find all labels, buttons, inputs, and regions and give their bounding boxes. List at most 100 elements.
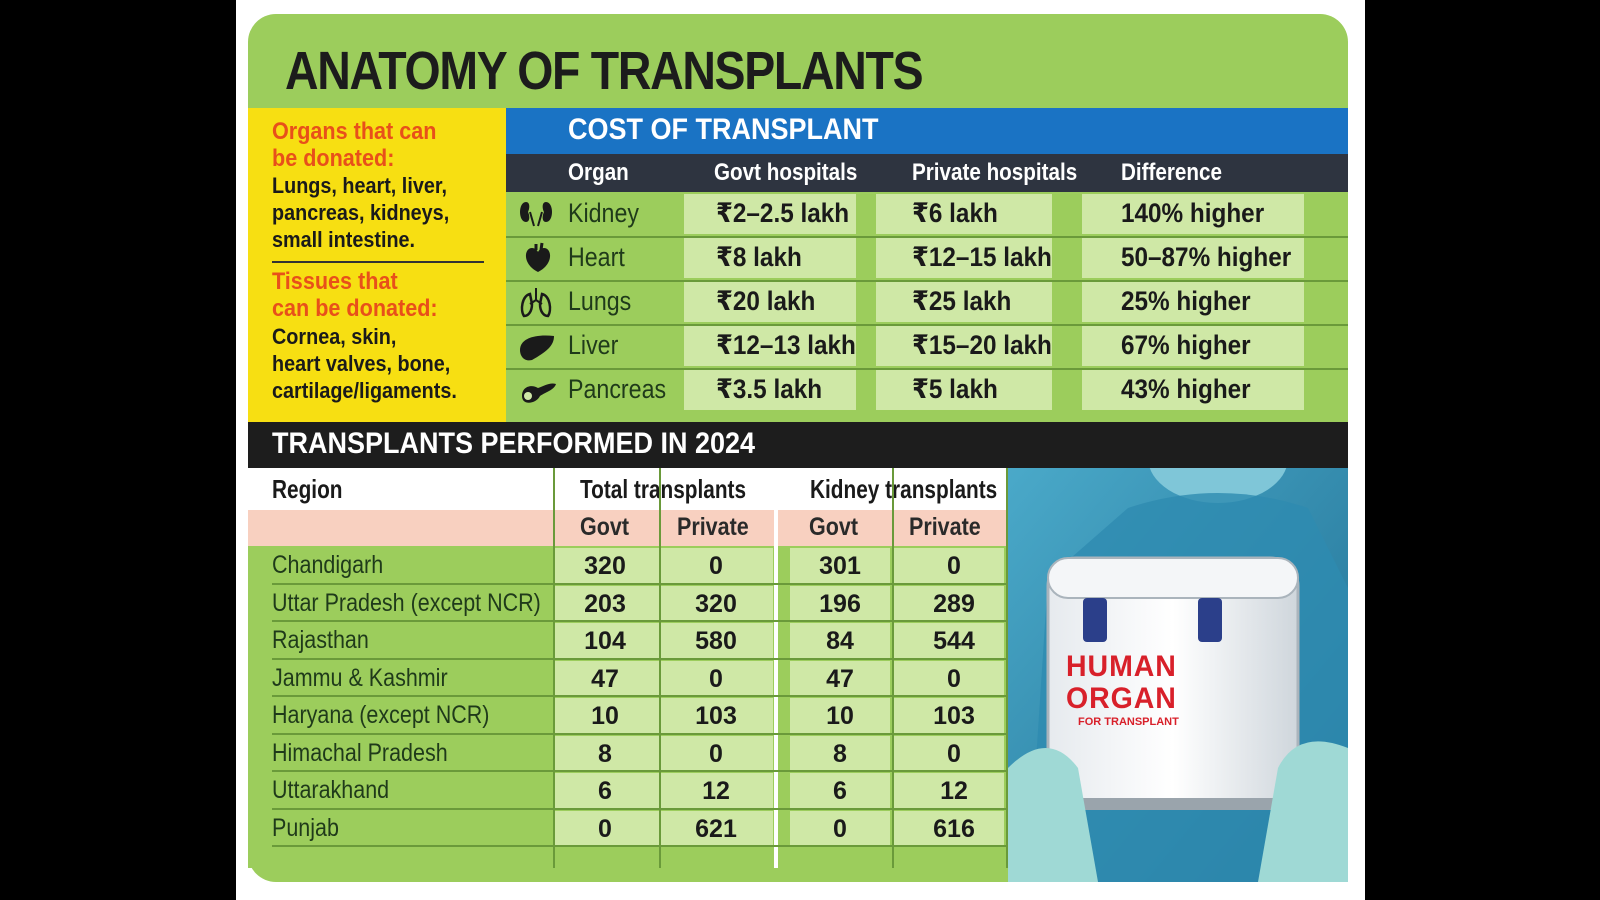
cost-cell-bg bbox=[684, 326, 856, 366]
table-cell-kidney-govt: 0 bbox=[833, 814, 847, 843]
cost-row-divider bbox=[506, 324, 1348, 326]
organs-heading-line1: Organs that can bbox=[272, 118, 437, 145]
cost-organ-name: Kidney bbox=[568, 198, 640, 228]
table-cell-total-govt: 6 bbox=[598, 777, 612, 805]
page-title: ANATOMY OF TRANSPLANTS bbox=[285, 41, 924, 101]
cost-govt-value: ₹2–2.5 lakh bbox=[716, 198, 850, 228]
table-cell-total-private: 12 bbox=[702, 777, 730, 805]
table-column-divider bbox=[1006, 468, 1008, 868]
table-cell-bg bbox=[555, 735, 659, 770]
table-row-region: Rajasthan bbox=[272, 626, 369, 654]
cost-cell-bg bbox=[684, 194, 856, 234]
table-row-divider bbox=[272, 620, 1006, 622]
table-row-divider bbox=[272, 582, 1006, 585]
table-cell-bg bbox=[790, 810, 890, 845]
lungs-icon bbox=[516, 284, 560, 320]
cost-organ-name: Lungs bbox=[568, 286, 632, 316]
table-cell-bg bbox=[894, 548, 1004, 583]
transplants-header-row bbox=[248, 468, 1008, 510]
table-cell-bg bbox=[790, 585, 890, 620]
table-cell-bg bbox=[790, 698, 890, 733]
cost-private-value: ₹25 lakh bbox=[912, 286, 1012, 316]
organ-box-photo: HUMAN ORGAN FOR TRANSPLANT bbox=[1008, 468, 1348, 882]
table-cell-total-private: 580 bbox=[695, 627, 737, 655]
table-cell-bg bbox=[661, 773, 773, 808]
col-total-transplants: Total transplants bbox=[580, 474, 747, 504]
cost-govt-value: ₹8 lakh bbox=[716, 242, 802, 272]
table-cell-kidney-govt: 47 bbox=[826, 664, 854, 693]
table-cell-bg bbox=[555, 548, 659, 583]
table-cell-kidney-govt: 8 bbox=[833, 739, 847, 768]
cost-row-divider bbox=[506, 236, 1348, 238]
pancreas-icon bbox=[516, 372, 560, 408]
table-row-region: Punjab bbox=[272, 813, 339, 842]
tissues-list-line: heart valves, bone, bbox=[272, 351, 451, 376]
cost-cell-bg bbox=[876, 370, 1052, 410]
table-cell-bg bbox=[790, 623, 890, 658]
table-cell-total-govt: 10 bbox=[591, 702, 619, 730]
subcol-total-private: Private bbox=[677, 513, 749, 541]
table-cell-bg bbox=[661, 660, 773, 695]
table-cell-kidney-private: 103 bbox=[933, 702, 975, 730]
cost-cell-bg bbox=[1082, 370, 1304, 410]
box-label-human: HUMAN bbox=[1066, 650, 1177, 683]
cost-private-value: ₹15–20 lakh bbox=[912, 330, 1052, 360]
table-cell-total-private: 320 bbox=[695, 589, 737, 618]
table-row-region: Haryana (except NCR) bbox=[272, 701, 490, 729]
tissues-heading-line2: can be donated: bbox=[272, 295, 438, 322]
table-cell-kidney-private: 289 bbox=[933, 589, 975, 618]
surgeon-illustration bbox=[1008, 468, 1348, 882]
cost-cell-bg bbox=[1082, 238, 1304, 278]
cost-difference-value: 25% higher bbox=[1121, 286, 1251, 316]
table-cell-total-govt: 203 bbox=[584, 589, 626, 618]
table-column-divider bbox=[553, 468, 555, 868]
cost-column-bar bbox=[506, 154, 1348, 192]
table-cell-bg bbox=[661, 698, 773, 733]
table-cell-bg bbox=[894, 773, 1004, 808]
cost-difference-value: 50–87% higher bbox=[1121, 242, 1292, 272]
table-row-region: Jammu & Kashmir bbox=[272, 663, 448, 692]
cost-govt-value: ₹12–13 lakh bbox=[716, 330, 856, 360]
table-cell-bg bbox=[790, 773, 890, 808]
table-column-divider bbox=[774, 468, 776, 868]
table-cell-bg bbox=[661, 623, 773, 658]
table-cell-bg bbox=[661, 810, 773, 845]
cost-private-value: ₹5 lakh bbox=[912, 374, 998, 404]
subcol-kidney-govt: Govt bbox=[809, 513, 858, 541]
cost-difference-value: 43% higher bbox=[1121, 374, 1251, 404]
cost-organ-name: Heart bbox=[568, 242, 625, 272]
table-row-divider bbox=[272, 845, 1006, 847]
tissues-list-line: cartilage/ligaments. bbox=[272, 378, 457, 403]
table-cell-kidney-govt: 6 bbox=[833, 777, 847, 805]
cost-govt-value: ₹20 lakh bbox=[716, 286, 816, 316]
cost-difference-value: 140% higher bbox=[1121, 198, 1265, 228]
table-cell-kidney-govt: 196 bbox=[819, 589, 861, 618]
transplants-subheader-row bbox=[248, 510, 1008, 546]
table-cell-bg bbox=[555, 585, 659, 620]
cost-private-value: ₹6 lakh bbox=[912, 198, 998, 228]
donation-divider bbox=[272, 261, 484, 263]
donation-box bbox=[248, 108, 506, 422]
table-cell-total-private: 621 bbox=[695, 814, 737, 843]
table-row-region: Uttarakhand bbox=[272, 776, 390, 804]
cost-col-private: Private hospitals bbox=[912, 159, 1078, 186]
table-row-divider bbox=[272, 807, 1006, 810]
cost-difference-value: 67% higher bbox=[1121, 330, 1251, 360]
table-row-region: Chandigarh bbox=[272, 551, 384, 579]
cost-col-organ: Organ bbox=[568, 159, 629, 186]
table-column-divider bbox=[659, 468, 661, 868]
cost-col-difference: Difference bbox=[1121, 159, 1222, 186]
box-label-organ: ORGAN bbox=[1066, 682, 1177, 715]
table-cell-total-govt: 104 bbox=[584, 627, 626, 655]
cost-private-value: ₹12–15 lakh bbox=[912, 242, 1052, 272]
subcol-total-govt: Govt bbox=[580, 513, 629, 541]
heart-icon bbox=[516, 240, 560, 276]
table-cell-bg bbox=[790, 735, 890, 770]
table-cell-bg bbox=[661, 585, 773, 620]
cost-organ-name: Pancreas bbox=[568, 374, 667, 404]
organs-list-line: Lungs, heart, liver, bbox=[272, 173, 447, 198]
organs-heading-line2: be donated: bbox=[272, 145, 395, 172]
table-cell-total-govt: 8 bbox=[598, 739, 612, 768]
table-cell-bg bbox=[894, 698, 1004, 733]
table-cell-bg bbox=[555, 773, 659, 808]
